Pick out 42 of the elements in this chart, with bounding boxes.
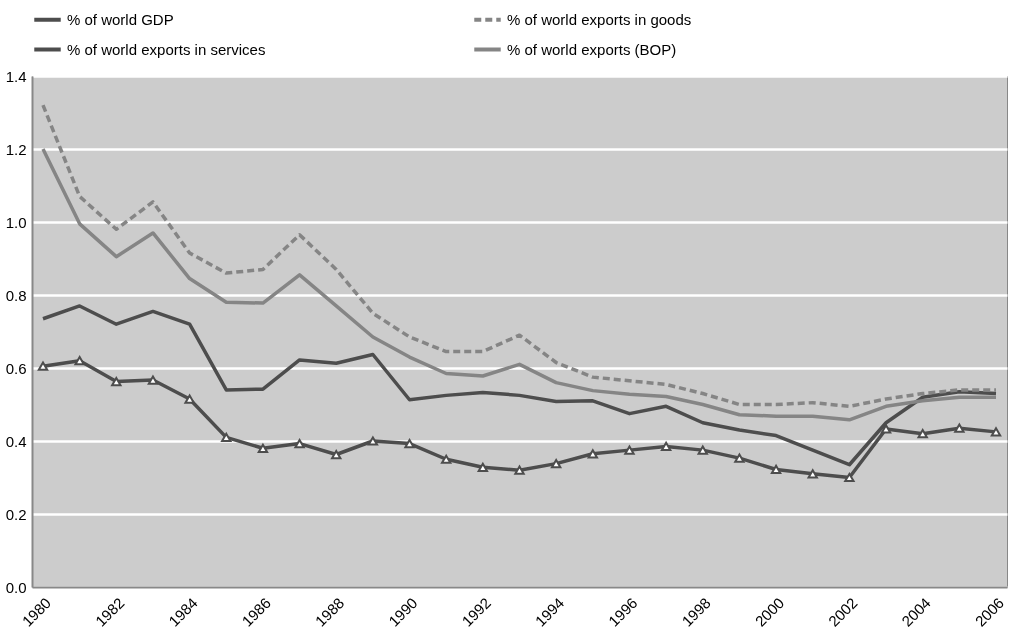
legend-label: % of world exports in goods [507, 10, 692, 28]
y-tick-label: 1.0 [5, 213, 27, 231]
point [514, 465, 525, 475]
y-tick-label: 0.0 [5, 578, 27, 596]
legend-label: % of world GDP [67, 10, 174, 28]
point [184, 394, 195, 404]
y-tick-label: 0.4 [5, 432, 27, 450]
y-tick-label: 1.2 [5, 140, 27, 158]
point [587, 449, 598, 459]
point [404, 438, 415, 449]
point [990, 427, 1002, 437]
point [37, 361, 49, 371]
point [550, 459, 562, 469]
point [807, 469, 818, 479]
point [111, 376, 122, 387]
y-tick-label: 0.2 [5, 505, 27, 523]
point [477, 462, 489, 472]
y-tick-label: 0.6 [5, 359, 27, 377]
point [147, 375, 159, 385]
point [917, 429, 928, 439]
line-series [41, 103, 998, 409]
point [844, 472, 855, 483]
point [294, 438, 305, 449]
line-series [41, 147, 998, 422]
legend-label: % of world exports in services [67, 40, 266, 58]
legend-label: % of world exports (BOP) [507, 40, 677, 58]
point [734, 453, 745, 463]
point [697, 445, 708, 455]
point [624, 445, 635, 455]
y-tick-label: 0.8 [5, 286, 27, 304]
point [954, 423, 965, 433]
point [331, 449, 342, 460]
point [880, 424, 892, 434]
y-tick-label: 1.4 [5, 67, 27, 85]
point [441, 454, 452, 464]
point [770, 464, 782, 475]
line-series [41, 304, 998, 467]
point [660, 441, 672, 452]
point [221, 432, 232, 442]
point [257, 443, 269, 453]
point [367, 436, 379, 446]
point [74, 356, 85, 366]
